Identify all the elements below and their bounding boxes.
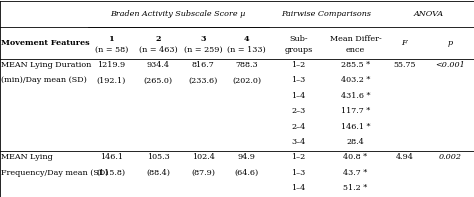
Text: 2–4: 2–4 xyxy=(291,123,306,131)
Text: ence: ence xyxy=(346,46,365,54)
Text: (115.8): (115.8) xyxy=(97,169,126,177)
Text: (265.0): (265.0) xyxy=(144,76,173,85)
Text: 1–3: 1–3 xyxy=(291,169,306,177)
Text: ANOVA: ANOVA xyxy=(413,10,444,18)
Text: 146.1: 146.1 xyxy=(100,153,123,161)
Text: 117.7 *: 117.7 * xyxy=(341,107,370,115)
Text: 934.4: 934.4 xyxy=(147,61,170,69)
Text: 1–4: 1–4 xyxy=(291,92,306,100)
Text: 28.4: 28.4 xyxy=(346,138,365,146)
Text: 94.9: 94.9 xyxy=(238,153,255,161)
Text: 40.8 *: 40.8 * xyxy=(344,153,367,161)
Text: 1219.9: 1219.9 xyxy=(97,61,126,69)
Text: Sub-: Sub- xyxy=(289,35,308,43)
Text: (88.4): (88.4) xyxy=(146,169,170,177)
Text: MEAN Lying Duration: MEAN Lying Duration xyxy=(1,61,92,69)
Text: (n = 133): (n = 133) xyxy=(228,46,266,54)
Text: 146.1 *: 146.1 * xyxy=(341,123,370,131)
Text: Pairwise Comparisons: Pairwise Comparisons xyxy=(281,10,371,18)
Text: (87.9): (87.9) xyxy=(191,169,215,177)
Text: 2: 2 xyxy=(155,35,161,43)
Text: 102.4: 102.4 xyxy=(191,153,215,161)
Text: 1–2: 1–2 xyxy=(291,61,306,69)
Text: 403.2 *: 403.2 * xyxy=(341,76,370,85)
Text: F: F xyxy=(401,39,407,47)
Text: 816.7: 816.7 xyxy=(192,61,214,69)
Text: Frequency/Day mean (SD): Frequency/Day mean (SD) xyxy=(1,169,109,177)
Text: (n = 259): (n = 259) xyxy=(184,46,222,54)
Text: 3: 3 xyxy=(201,35,206,43)
Text: (192.1): (192.1) xyxy=(97,76,126,85)
Text: 1–4: 1–4 xyxy=(291,184,306,192)
Text: (min)/Day mean (SD): (min)/Day mean (SD) xyxy=(1,76,87,85)
Text: <0.001: <0.001 xyxy=(435,61,465,69)
Text: (64.6): (64.6) xyxy=(235,169,259,177)
Text: MEAN Lying: MEAN Lying xyxy=(1,153,53,161)
Text: 4.94: 4.94 xyxy=(395,153,413,161)
Text: 0.002: 0.002 xyxy=(438,153,461,161)
Text: (n = 463): (n = 463) xyxy=(139,46,178,54)
Text: (202.0): (202.0) xyxy=(232,76,261,85)
Text: 55.75: 55.75 xyxy=(393,61,416,69)
Text: Movement Features: Movement Features xyxy=(1,39,90,47)
Text: Mean Differ-: Mean Differ- xyxy=(329,35,382,43)
Text: 1: 1 xyxy=(109,35,114,43)
Text: 51.2 *: 51.2 * xyxy=(343,184,368,192)
Text: (n = 58): (n = 58) xyxy=(95,46,128,54)
Text: 3–4: 3–4 xyxy=(291,138,306,146)
Text: 105.3: 105.3 xyxy=(147,153,170,161)
Text: 788.3: 788.3 xyxy=(236,61,258,69)
Text: 1–3: 1–3 xyxy=(291,76,306,85)
Text: 431.6 *: 431.6 * xyxy=(341,92,370,100)
Text: 43.7 *: 43.7 * xyxy=(343,169,368,177)
Text: 4: 4 xyxy=(244,35,249,43)
Text: 285.5 *: 285.5 * xyxy=(341,61,370,69)
Text: 2–3: 2–3 xyxy=(291,107,306,115)
Text: p: p xyxy=(447,39,452,47)
Text: 1–2: 1–2 xyxy=(291,153,306,161)
Text: (233.6): (233.6) xyxy=(189,76,218,85)
Text: Braden Activity Subscale Score µ: Braden Activity Subscale Score µ xyxy=(110,10,246,18)
Text: groups: groups xyxy=(284,46,312,54)
